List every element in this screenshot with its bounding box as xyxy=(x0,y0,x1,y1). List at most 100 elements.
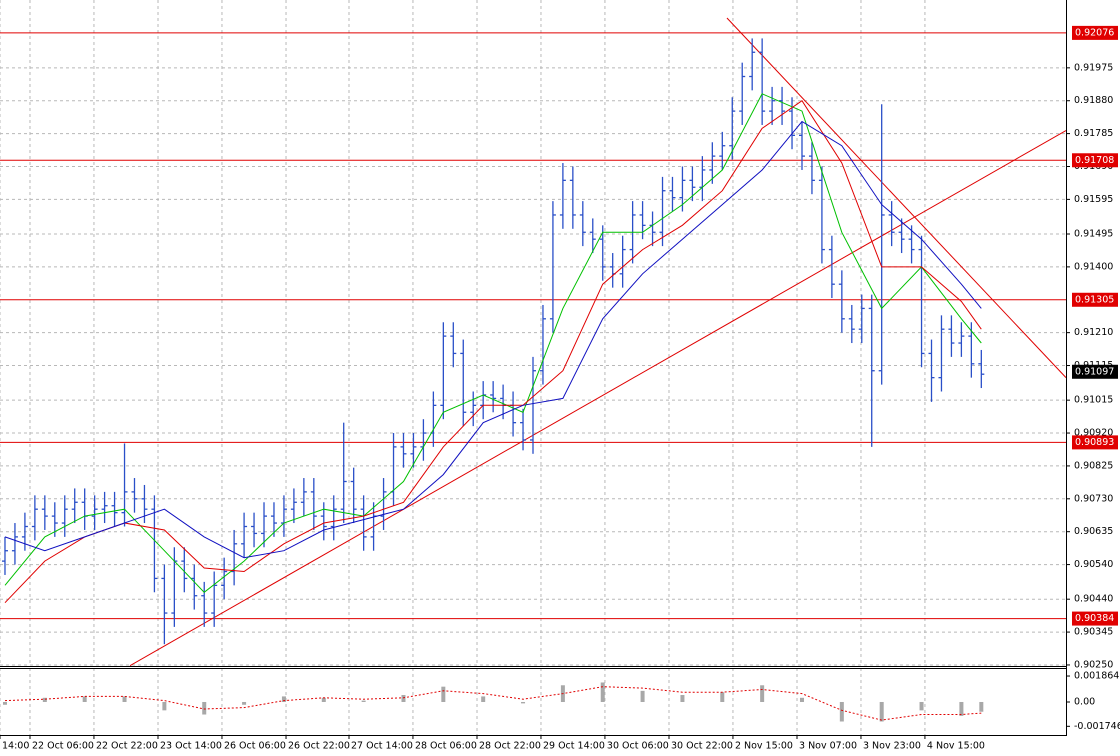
y-tick-label: 0.90250 xyxy=(1074,659,1113,670)
price-bar xyxy=(151,495,158,593)
price-bar xyxy=(320,502,327,541)
price-bar xyxy=(131,478,138,513)
price-bar xyxy=(659,176,666,247)
y-tick-label: 0.00 xyxy=(1074,696,1095,707)
price-bar xyxy=(330,495,337,541)
x-tick-label: 29 Oct 14:00 xyxy=(543,741,605,752)
price-bar xyxy=(61,495,68,537)
y-tick-label: 0.91975 xyxy=(1074,62,1113,73)
price-bar xyxy=(270,502,277,537)
histogram-bar xyxy=(242,701,247,705)
histogram-bar xyxy=(202,701,207,715)
price-bar xyxy=(340,422,347,524)
y-tick-label: 0.91400 xyxy=(1074,261,1113,272)
histogram-bar xyxy=(959,701,964,716)
price-bar xyxy=(21,512,28,551)
moving-average-line xyxy=(4,93,982,593)
y-tick-label: 0.90540 xyxy=(1074,559,1113,570)
x-tick-label: 26 Oct 06:00 xyxy=(224,741,286,752)
y-tick-label: 0.91785 xyxy=(1074,128,1113,139)
price-bar xyxy=(579,201,586,247)
price-bar xyxy=(709,142,716,184)
price-bar xyxy=(828,235,835,299)
price-bar xyxy=(619,235,626,288)
price-bar xyxy=(71,488,78,524)
level-label: 0.90384 xyxy=(1075,613,1114,624)
y-tick-label: 0.90345 xyxy=(1074,627,1113,638)
price-bar xyxy=(769,86,776,125)
price-bar xyxy=(141,484,148,524)
y-tick-label: 0.90730 xyxy=(1074,493,1113,504)
moving-average-line xyxy=(4,120,982,559)
y-tick-label: 0.90635 xyxy=(1074,526,1113,537)
price-bar xyxy=(241,512,248,558)
oscillator-pane xyxy=(0,668,984,735)
histogram-bar xyxy=(760,685,765,702)
price-bar xyxy=(838,270,845,333)
price-bar xyxy=(559,163,566,229)
histogram-bar xyxy=(979,701,984,712)
moving-average-line xyxy=(4,99,982,604)
price-bar xyxy=(201,581,208,627)
price-bar xyxy=(400,433,407,468)
price-bar xyxy=(789,97,796,150)
histogram-bar xyxy=(361,700,366,702)
histogram-bar xyxy=(879,701,884,722)
price-bar xyxy=(440,322,447,420)
histogram-bar xyxy=(281,696,286,702)
price-bar xyxy=(530,356,536,454)
price-bar xyxy=(470,391,477,427)
price-bar xyxy=(779,86,786,125)
price-bar xyxy=(798,121,805,170)
y-tick-label: 0.90825 xyxy=(1074,460,1113,471)
histogram-bar xyxy=(2,701,7,705)
trend-line xyxy=(129,130,1066,666)
price-bar xyxy=(918,235,925,368)
price-bar xyxy=(11,523,18,565)
y-tick-label: 0.91880 xyxy=(1074,95,1113,106)
histogram-bar xyxy=(162,701,167,711)
price-bar xyxy=(450,322,457,368)
x-tick-label: 22 Oct 22:00 xyxy=(96,741,158,752)
histogram-bar xyxy=(600,682,605,702)
price-bar xyxy=(380,478,387,530)
price-bar xyxy=(91,495,98,530)
price-bar xyxy=(599,225,606,281)
price-bar xyxy=(520,408,527,451)
histogram-bar xyxy=(640,690,645,702)
price-bar xyxy=(539,304,546,385)
y-tick-label: 0.91210 xyxy=(1074,327,1113,338)
price-bar xyxy=(878,104,885,385)
level-label: 0.91305 xyxy=(1075,294,1114,305)
level-label-box xyxy=(1072,25,1118,40)
price-bar xyxy=(808,142,815,195)
level-label: 0.90893 xyxy=(1075,437,1114,448)
current-price-label: 0.91097 xyxy=(1075,366,1114,377)
x-tick-label: 3 Nov 07:00 xyxy=(799,741,857,752)
x-tick-label: 26 Oct 22:00 xyxy=(288,741,350,752)
histogram-bar xyxy=(919,701,924,711)
price-bar xyxy=(739,62,746,125)
price-bar xyxy=(569,166,576,229)
x-tick-label: 30 Oct 06:00 xyxy=(607,741,669,752)
histogram-bar xyxy=(521,701,526,704)
price-bar xyxy=(868,294,875,447)
histogram-bar xyxy=(122,696,127,702)
price-bar xyxy=(101,491,108,524)
signal-line xyxy=(4,686,982,721)
current-price-box xyxy=(1072,364,1118,379)
price-bar xyxy=(231,529,238,586)
price-bar xyxy=(360,495,367,551)
price-bar xyxy=(31,495,38,541)
price-bar xyxy=(211,571,218,627)
price-bar xyxy=(978,349,985,389)
histogram-bar xyxy=(481,696,486,702)
x-tick-label: 22 Oct 06:00 xyxy=(32,741,94,752)
x-tick-label: 2 Nov 15:00 xyxy=(735,741,793,752)
histogram-bar xyxy=(720,692,725,702)
price-bar xyxy=(1,536,8,575)
histogram-bar xyxy=(321,697,326,702)
